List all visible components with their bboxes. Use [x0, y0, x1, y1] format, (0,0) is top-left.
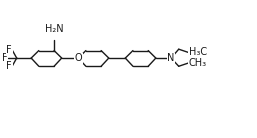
Text: N: N: [167, 53, 175, 63]
Text: F: F: [6, 45, 12, 55]
Text: CH₃: CH₃: [189, 58, 207, 68]
Text: O: O: [75, 53, 82, 63]
Text: F: F: [2, 53, 7, 63]
Text: H₃C: H₃C: [189, 47, 207, 57]
Text: F: F: [6, 61, 12, 71]
Text: H₂N: H₂N: [45, 24, 63, 34]
